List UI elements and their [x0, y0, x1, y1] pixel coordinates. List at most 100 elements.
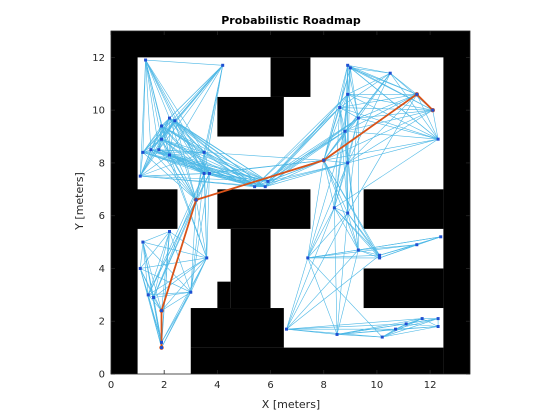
roadmap-edge: [382, 318, 423, 338]
x-tick-label: 6: [267, 380, 273, 391]
roadmap-edge: [147, 294, 162, 348]
roadmap-edge: [323, 131, 346, 161]
roadmap-edge: [145, 59, 170, 156]
roadmap-edge: [203, 152, 255, 187]
roadmap-node: [149, 148, 153, 152]
roadmap-edge: [139, 242, 144, 269]
roadmap-edge: [350, 67, 417, 95]
roadmap-edge: [139, 152, 144, 177]
roadmap-edge: [323, 109, 433, 161]
roadmap-edge: [347, 118, 359, 214]
roadmap-edge: [161, 125, 197, 200]
roadmap-edge: [161, 257, 207, 311]
roadmap-node: [202, 171, 206, 175]
roadmap-node: [146, 293, 150, 297]
roadmap-edge: [195, 65, 223, 200]
roadmap-node: [436, 137, 440, 141]
roadmap-edge: [267, 107, 340, 182]
roadmap-node: [168, 153, 172, 157]
roadmap-edge: [145, 59, 223, 66]
roadmap-edge: [142, 241, 162, 311]
x-tick-label: 10: [371, 380, 384, 391]
roadmap-edge: [344, 94, 417, 132]
roadmap-node: [338, 106, 342, 110]
roadmap-edge: [347, 212, 359, 251]
roadmap-edge: [339, 107, 348, 214]
roadmap-edge: [344, 73, 391, 132]
roadmap-edge: [169, 154, 208, 259]
roadmap-edge: [307, 212, 348, 259]
roadmap-edge: [286, 255, 380, 330]
roadmap-node: [343, 129, 347, 133]
roadmap-edge: [174, 120, 269, 182]
roadmap-edge: [432, 110, 439, 140]
roadmap-edge: [169, 65, 223, 156]
roadmap-node: [253, 185, 257, 189]
roadmap-edge: [161, 257, 207, 343]
roadmap-edge: [204, 159, 324, 174]
roadmap-edge: [161, 138, 205, 153]
roadmap-edge: [147, 199, 197, 295]
roadmap-edge: [153, 199, 197, 298]
roadmap-node: [141, 150, 145, 154]
obstacle-block: [111, 31, 470, 58]
roadmap-edge: [358, 236, 441, 251]
y-tick-label: 0: [99, 370, 105, 381]
roadmap-edge: [206, 173, 210, 258]
roadmap-edge: [337, 334, 383, 338]
roadmap-edge: [286, 207, 335, 330]
roadmap-edge: [267, 162, 348, 182]
roadmap-edge: [145, 59, 176, 121]
roadmap-node: [266, 179, 270, 183]
roadmap-edge: [286, 323, 407, 330]
roadmap-edge: [140, 231, 170, 269]
roadmap-node: [346, 161, 350, 165]
roadmap-edge: [142, 152, 197, 201]
roadmap-edge: [161, 120, 175, 127]
roadmap-edge: [286, 249, 359, 330]
roadmap-edge: [204, 152, 324, 161]
roadmap-node: [205, 256, 209, 260]
roadmap-node: [160, 309, 164, 313]
roadmap-edge: [323, 94, 348, 161]
roadmap-node: [356, 116, 360, 120]
obstacle-block: [363, 268, 444, 309]
roadmap-edge: [307, 257, 383, 338]
roadmap-edge: [147, 173, 205, 295]
roadmap-edge: [339, 94, 348, 108]
path-line: [160, 93, 434, 348]
roadmap-node: [138, 174, 142, 178]
roadmap-edge: [145, 60, 152, 150]
y-tick-label: 6: [99, 211, 105, 222]
roadmap-edge: [153, 173, 205, 298]
roadmap-edge: [267, 94, 348, 182]
obstacle-block: [190, 308, 284, 348]
roadmap-edge: [153, 257, 207, 298]
y-tick-label: 8: [99, 158, 105, 169]
roadmap-node: [194, 198, 198, 202]
roadmap-edge: [142, 117, 170, 153]
roadmap-edge: [358, 94, 417, 119]
roadmap-edge: [347, 65, 391, 74]
obstacle-block: [230, 228, 271, 309]
y-tick-label: 4: [99, 264, 105, 275]
roadmap-node: [420, 317, 424, 321]
roadmap-edge: [347, 72, 391, 95]
roadmap-edge: [158, 120, 176, 150]
roadmap-edge: [204, 173, 266, 187]
roadmap-edge: [161, 125, 255, 187]
axes: 0 2 4 6 8 10 12 0 2 4 6 8 10 12: [92, 30, 471, 391]
roadmap-edge: [358, 249, 380, 259]
roadmap-edge: [307, 257, 338, 335]
roadmap-node: [348, 66, 352, 70]
roadmap-edge: [195, 173, 205, 200]
roadmap-edge: [254, 94, 348, 187]
roadmap-edge: [203, 152, 210, 174]
roadmap-node: [306, 256, 310, 260]
roadmap-nodes: [138, 58, 443, 350]
roadmap-edge: [142, 138, 162, 153]
roadmap-node: [189, 290, 193, 294]
obstacle-block: [217, 189, 311, 229]
roadmap-node: [404, 322, 408, 326]
